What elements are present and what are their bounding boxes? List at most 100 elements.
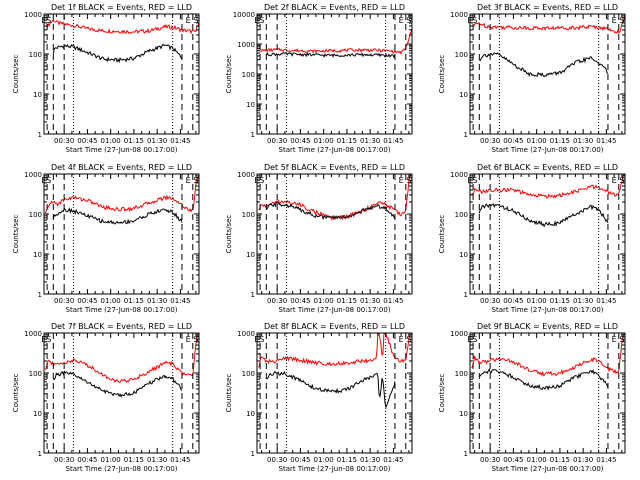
x-tick-label: 00:45: [290, 137, 310, 145]
y-axis-label: Counts/sec: [12, 215, 20, 254]
x-tick-label: 01:30: [360, 456, 380, 464]
x-tick-label: 01:45: [596, 297, 616, 305]
panel-det-7: Det 7f BLACK = Events, RED = LLD 1 10 100 10…: [12, 322, 200, 473]
series-line-events: [52, 43, 183, 64]
x-tick-label: 01:15: [124, 297, 144, 305]
x-axis-label: Start Time (27-Jun-08 00:17:00): [66, 146, 178, 154]
event-marker-label: S: [406, 176, 411, 185]
y-tick-label: 100: [455, 211, 468, 219]
panel-det-8: Det 8f BLACK = Events, RED = LLD 1 10 100 10…: [225, 322, 413, 473]
event-marker-label: E: [186, 335, 191, 344]
series-line-lld: [472, 13, 626, 34]
x-tick-label: 01:30: [147, 137, 167, 145]
panel-title: Det 7f BLACK = Events, RED = LLD: [51, 322, 192, 331]
plot-frame: [43, 173, 200, 295]
x-tick-label: 01:30: [147, 297, 167, 305]
panel-title: Det 1f BLACK = Events, RED = LLD: [51, 3, 192, 12]
x-tick-label: 00:45: [290, 456, 310, 464]
x-tick-label: 01:30: [573, 456, 593, 464]
panel-title: Det 6f BLACK = Events, RED = LLD: [477, 163, 618, 172]
y-tick-label: 10: [459, 91, 468, 99]
event-marker-label: S: [619, 16, 624, 25]
event-marker-label: S: [619, 176, 624, 185]
panel-det-9: Det 9f BLACK = Events, RED = LLD 1 10 100 10…: [438, 322, 626, 473]
x-tick-label: 01:30: [573, 297, 593, 305]
y-tick-label: 1: [251, 291, 255, 299]
event-marker-label: S: [193, 335, 198, 344]
x-axis-label: Start Time (27-Jun-08 00:17:00): [279, 146, 391, 154]
x-tick-label: 01:45: [170, 456, 190, 464]
panel-title: Det 5f BLACK = Events, RED = LLD: [264, 163, 405, 172]
y-axis-label: Counts/sec: [438, 55, 446, 94]
y-tick-label: 1000: [237, 330, 255, 338]
event-marker-label: E: [612, 176, 617, 185]
x-tick-label: 00:30: [480, 137, 500, 145]
x-axis-label: Start Time (27-Jun-08 00:17:00): [492, 146, 604, 154]
x-tick-label: 01:15: [550, 137, 570, 145]
x-tick-label: 01:30: [147, 456, 167, 464]
x-tick-label: 00:45: [290, 297, 310, 305]
series-line-events: [265, 201, 396, 221]
x-tick-label: 01:30: [360, 137, 380, 145]
x-tick-label: 00:30: [54, 456, 74, 464]
x-axis-label: Start Time (27-Jun-08 00:17:00): [66, 306, 178, 314]
panel-title: Det 8f BLACK = Events, RED = LLD: [264, 322, 405, 331]
y-tick-label: 100: [242, 370, 255, 378]
x-tick-label: 01:15: [337, 137, 357, 145]
x-tick-label: 00:45: [77, 456, 97, 464]
event-marker-label: S: [406, 335, 411, 344]
x-tick-label: 00:30: [54, 297, 74, 305]
event-marker-label: E: [399, 16, 404, 25]
x-tick-label: 01:45: [596, 137, 616, 145]
panel-det-1: Det 1f BLACK = Events, RED = LLD 1 10 100 10…: [12, 3, 200, 154]
x-tick-label: 01:15: [550, 297, 570, 305]
y-tick-label: 10: [459, 410, 468, 418]
plot-frame: [469, 332, 626, 454]
x-tick-label: 01:45: [596, 456, 616, 464]
y-axis-label: Counts/sec: [12, 374, 20, 413]
x-tick-label: 00:30: [54, 137, 74, 145]
x-tick-label: 00:45: [503, 297, 523, 305]
plot-frame: [469, 13, 626, 135]
x-tick-label: 01:00: [101, 297, 121, 305]
event-marker-label: S: [406, 16, 411, 25]
plot-frame: [43, 13, 200, 135]
y-tick-label: 100: [29, 211, 42, 219]
series-line-events: [478, 203, 609, 228]
series-line-lld: [471, 332, 626, 377]
plot-frame: [256, 173, 413, 295]
event-marker-label: S: [193, 176, 198, 185]
series-line-events: [52, 207, 183, 225]
series-line-events: [479, 52, 609, 78]
event-marker-label: ES: [467, 335, 477, 344]
panel-title: Det 9f BLACK = Events, RED = LLD: [477, 322, 618, 331]
plot-frame: [43, 332, 200, 454]
x-axis-label: Start Time (27-Jun-08 00:17:00): [279, 465, 391, 473]
y-tick-label: 1000: [24, 330, 42, 338]
y-tick-label: 1: [464, 450, 468, 458]
x-tick-label: 01:00: [101, 456, 121, 464]
y-tick-label: 10: [246, 251, 255, 259]
event-marker-label: S: [619, 335, 624, 344]
panel-title: Det 3f BLACK = Events, RED = LLD: [477, 3, 618, 12]
y-tick-label: 100: [29, 51, 42, 59]
y-tick-label: 10: [246, 101, 255, 109]
y-tick-label: 10: [246, 410, 255, 418]
panel-det-4: Det 4f BLACK = Events, RED = LLD 1 10 100 10…: [12, 163, 200, 314]
x-tick-label: 01:00: [527, 456, 547, 464]
y-tick-label: 1: [464, 131, 468, 139]
y-tick-label: 10: [33, 251, 42, 259]
x-tick-label: 00:30: [480, 297, 500, 305]
event-marker-label: E: [612, 335, 617, 344]
y-axis-label: Counts/sec: [225, 374, 233, 413]
y-tick-label: 100: [242, 71, 255, 79]
x-tick-label: 01:45: [383, 137, 403, 145]
event-marker-label: ES: [254, 16, 264, 25]
panel-title: Det 2f BLACK = Events, RED = LLD: [264, 3, 405, 12]
event-marker-label: ES: [254, 335, 264, 344]
series-line-lld: [46, 18, 200, 35]
y-tick-label: 1: [464, 291, 468, 299]
y-tick-label: 10: [33, 91, 42, 99]
y-tick-label: 100: [242, 211, 255, 219]
y-tick-label: 1000: [237, 41, 255, 49]
